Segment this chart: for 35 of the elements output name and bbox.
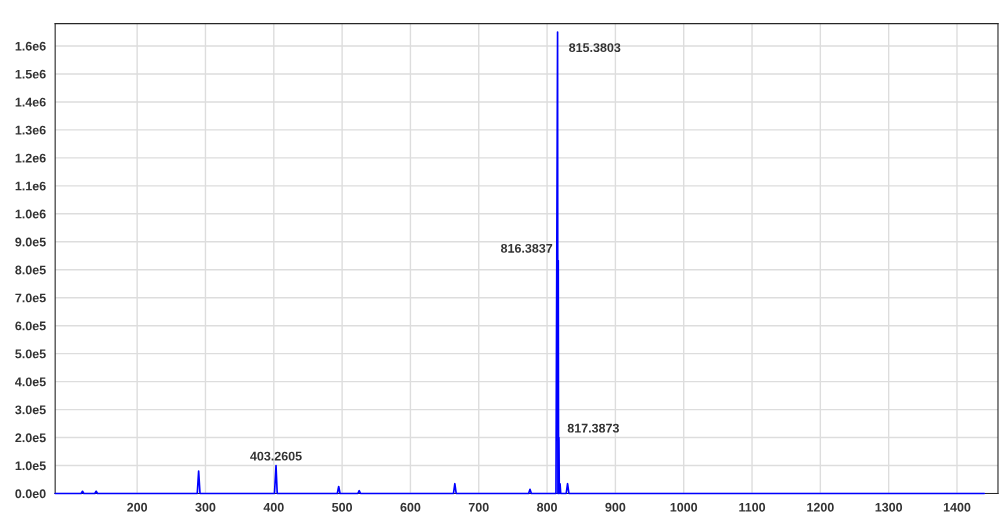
y-tick-label: 7.0e5 [15,293,46,303]
y-tick-label: 1.3e6 [15,125,46,135]
x-tick-label: 700 [468,502,489,512]
annotation: 815.3803 [569,43,621,53]
x-tick-label: 800 [537,502,557,512]
y-tick-label: 0.0e0 [15,489,46,499]
x-tick-label: 1200 [807,502,834,512]
x-tick-label: 900 [605,502,626,512]
x-tick-label: 1400 [943,502,971,512]
x-tick-label: 200 [127,502,148,512]
x-tick-label: 400 [263,502,284,512]
y-tick-label: 1.0e6 [15,209,46,219]
x-tick-label: 1100 [739,502,766,512]
y-tick-label: 1.0e5 [15,461,46,471]
y-tick-label: 1.1e6 [15,181,46,191]
y-tick-label: 5.0e5 [15,349,46,359]
x-tick-label: 500 [332,502,353,512]
x-tick-label: 1000 [670,502,698,512]
y-tick-label: 6.0e5 [15,321,46,331]
annotation: 817.3873 [567,423,619,433]
y-tick-label: 9.0e5 [15,237,46,247]
x-tick-label: 600 [400,502,421,512]
y-tick-label: 2.0e5 [15,433,46,443]
x-tick-label: 300 [195,502,216,512]
y-tick-label: 8.0e5 [15,265,46,275]
y-tick-label: 3.0e5 [15,405,46,415]
y-tick-label: 1.5e6 [15,69,46,79]
y-tick-label: 1.4e6 [15,97,46,107]
annotation: 816.3837 [500,243,553,253]
y-tick-label: 4.0e5 [15,377,46,387]
line-series [54,31,986,495]
y-tick-label: 1.2e6 [15,153,46,163]
annotation: 403.2605 [250,451,302,461]
x-tick-label: 1300 [875,502,903,512]
y-tick-label: 1.6e6 [15,41,46,51]
